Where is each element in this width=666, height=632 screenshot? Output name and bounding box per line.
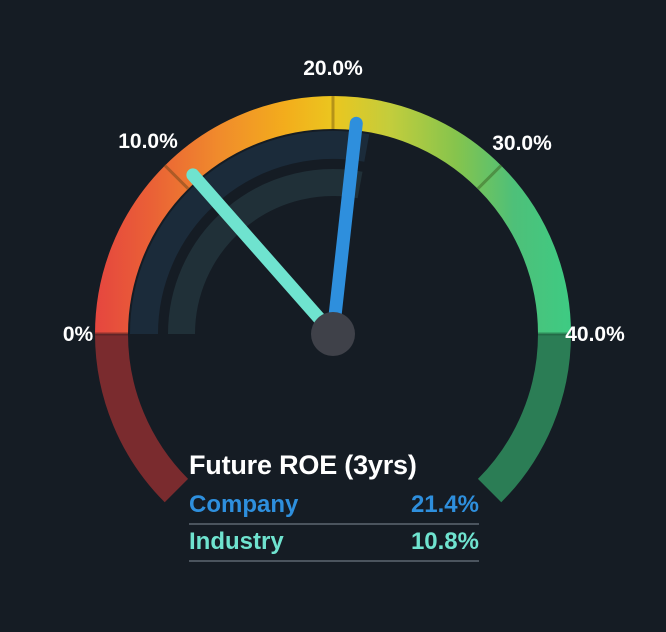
legend-label-industry: Industry [189,528,284,555]
tick-label-0: 0% [63,323,94,346]
legend-label-company: Company [189,491,299,518]
legend-value-industry: 10.8% [410,528,479,555]
needle-hub [311,312,355,356]
tick-label-20: 20.0% [303,57,363,80]
tick-label-10: 10.0% [118,130,178,153]
gauge-tick-marks [95,96,571,336]
legend-row-company: Company 21.4% [189,490,479,523]
tick-label-40: 40.0% [565,323,625,346]
gauge-legend: Future ROE (3yrs) Company 21.4% Industry… [189,450,479,562]
needle-company [326,116,363,341]
chart-title: Future ROE (3yrs) [189,450,417,480]
gauge-arc-below-zero [95,333,189,503]
tick-label-30: 30.0% [492,132,552,155]
needle-industry [186,168,340,341]
legend-row-industry: Industry 10.8% [189,523,479,562]
gauge-arc-above-max [477,333,571,503]
legend-value-company: 21.4% [410,491,479,518]
